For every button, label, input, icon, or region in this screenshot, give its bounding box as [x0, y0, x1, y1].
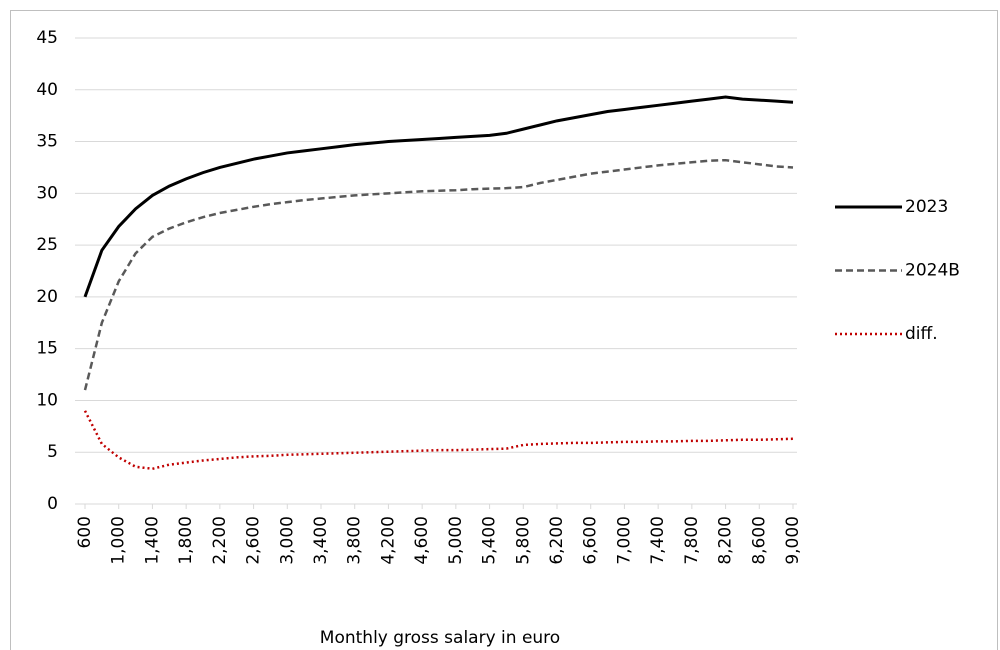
y-tick-label: 10	[36, 390, 58, 410]
y-tick-label: 40	[36, 80, 58, 100]
x-tick-label: 2,200	[210, 516, 230, 565]
x-tick-label: 8,600	[749, 516, 769, 565]
legend-label: 2023	[905, 197, 948, 217]
x-tick-label: 600	[75, 516, 95, 548]
x-tick-label: 5,000	[446, 516, 466, 565]
x-tick-label: 3,800	[345, 516, 365, 565]
x-tick-label: 2,600	[244, 516, 264, 565]
y-tick-label: 20	[36, 287, 58, 307]
x-tick-label: 9,000	[783, 516, 803, 565]
y-tick-label: 15	[36, 339, 58, 359]
x-tick-label: 1,800	[176, 516, 196, 565]
x-tick-label: 5,800	[513, 516, 533, 565]
x-tick-label: 6,200	[547, 516, 567, 565]
y-tick-label: 25	[36, 235, 58, 255]
x-tick-label: 4,600	[412, 516, 432, 565]
line	[83, 410, 794, 471]
line	[83, 158, 794, 391]
legend-label: diff.	[905, 324, 938, 344]
x-tick-label: 3,000	[277, 516, 297, 565]
y-tick-label: 45	[36, 28, 58, 48]
chart-frame	[10, 10, 998, 650]
x-tick-label: 7,000	[614, 516, 634, 565]
y-tick-label: 35	[36, 132, 58, 152]
x-tick-label: 6,600	[581, 516, 601, 565]
line	[83, 95, 794, 298]
x-tick-label: 5,400	[480, 516, 500, 565]
y-tick-label: 0	[47, 494, 58, 514]
x-tick-label: 1,000	[109, 516, 129, 565]
x-axis-title: Monthly gross salary in euro	[320, 628, 560, 648]
x-tick-label: 7,800	[682, 516, 702, 565]
y-tick-label: 5	[47, 442, 58, 462]
x-tick-label: 7,400	[648, 516, 668, 565]
y-tick-label: 30	[36, 183, 58, 203]
x-tick-label: 4,200	[378, 516, 398, 565]
x-tick-label: 3,400	[311, 516, 331, 565]
x-tick-label: 1,400	[142, 516, 162, 565]
x-tick-label: 8,200	[716, 516, 736, 565]
legend-label: 2024B	[905, 261, 960, 281]
